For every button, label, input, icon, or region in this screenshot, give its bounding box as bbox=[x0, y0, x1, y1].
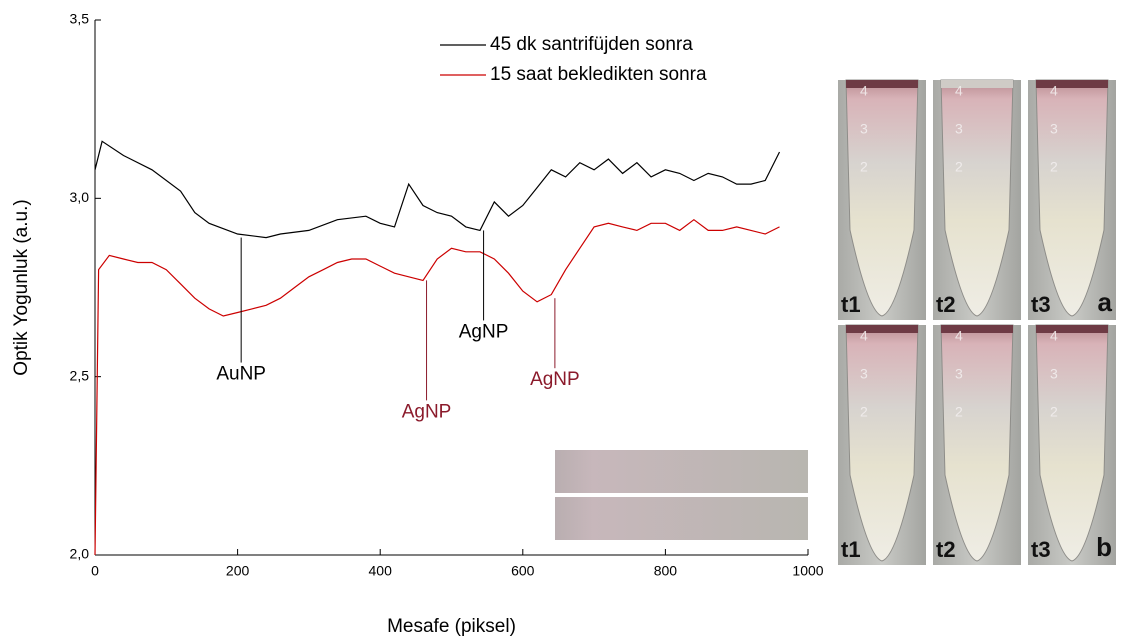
tube-rim bbox=[941, 80, 1013, 88]
plot: 2,0 2,5 3,0 3,5 0 200 400 600 800 1000 Mesafe (pik… bbox=[11, 11, 824, 637]
tube bbox=[845, 324, 919, 562]
tube-mark: 2 bbox=[955, 159, 963, 175]
tube-mark: 3 bbox=[1050, 366, 1058, 382]
series-line bbox=[94, 140, 781, 239]
inset-strips bbox=[555, 450, 808, 540]
tube bbox=[845, 79, 919, 317]
tube-mark: 4 bbox=[860, 83, 868, 99]
tube-label: t1 bbox=[841, 537, 861, 562]
panel-label: b bbox=[1096, 532, 1112, 562]
tube-mark: 3 bbox=[955, 121, 963, 137]
strip-image bbox=[555, 497, 808, 540]
tube-label: t1 bbox=[841, 292, 861, 317]
tube-mark: 3 bbox=[860, 366, 868, 382]
tube-mark: 4 bbox=[1050, 83, 1058, 99]
legend-label: 45 dk santrifüjden sonra bbox=[490, 34, 693, 55]
x-tick-label: 200 bbox=[226, 563, 250, 579]
tube bbox=[940, 324, 1014, 562]
tube-rim bbox=[846, 325, 918, 333]
tube-mark: 3 bbox=[1050, 121, 1058, 137]
tube-mark: 4 bbox=[860, 328, 868, 344]
tube-label: t3 bbox=[1031, 537, 1051, 562]
tube-mark: 3 bbox=[860, 121, 868, 137]
panel-label: a bbox=[1098, 287, 1113, 317]
strip-image bbox=[555, 450, 808, 493]
tube-mark: 2 bbox=[860, 159, 868, 175]
annotation-label: AgNP bbox=[459, 321, 509, 342]
tube-rim bbox=[941, 325, 1013, 333]
x-tick-label: 400 bbox=[369, 563, 393, 579]
x-tick-label: 800 bbox=[654, 563, 678, 579]
tube bbox=[940, 79, 1014, 317]
tube-rim bbox=[846, 80, 918, 88]
tube-label: t2 bbox=[936, 537, 956, 562]
x-tick-label: 1000 bbox=[792, 563, 823, 579]
series-line bbox=[94, 218, 780, 556]
tube-label: t3 bbox=[1031, 292, 1051, 317]
annotation-label: AgNP bbox=[402, 401, 452, 422]
legend-label: 15 saat bekledikten sonra bbox=[490, 64, 707, 85]
y-tick-label: 3,0 bbox=[70, 189, 90, 205]
tube-mark: 2 bbox=[860, 404, 868, 420]
y-tick-label: 2,5 bbox=[70, 367, 90, 383]
tube-rim bbox=[1036, 80, 1108, 88]
tube-mark: 4 bbox=[1050, 328, 1058, 344]
x-tick-label: 0 bbox=[91, 563, 99, 579]
tube-mark: 4 bbox=[955, 83, 963, 99]
tube bbox=[1035, 79, 1109, 317]
tube-mark: 3 bbox=[955, 366, 963, 382]
tube-label: t2 bbox=[936, 292, 956, 317]
tube-rim bbox=[1036, 325, 1108, 333]
y-axis-title: Optik Yogunluk (a.u.) bbox=[11, 199, 32, 375]
tube-mark: 2 bbox=[955, 404, 963, 420]
annotation-label: AuNP bbox=[216, 364, 266, 385]
tube-mark: 4 bbox=[955, 328, 963, 344]
tube-photos: 4 3 2 t1 4 3 2 t2 4 3 2 t3 a 4 3 2 t1 4 3 2 t2 4 3 2 t3 b bbox=[838, 79, 1116, 565]
x-axis-title: Mesafe (piksel) bbox=[387, 616, 516, 637]
tube-mark: 2 bbox=[1050, 159, 1058, 175]
tube bbox=[1035, 324, 1109, 562]
y-tick-label: 3,5 bbox=[70, 11, 90, 27]
annotation-label: AgNP bbox=[530, 369, 580, 390]
x-tick-label: 600 bbox=[511, 563, 535, 579]
y-tick-label: 2,0 bbox=[70, 546, 90, 562]
tube-mark: 2 bbox=[1050, 404, 1058, 420]
